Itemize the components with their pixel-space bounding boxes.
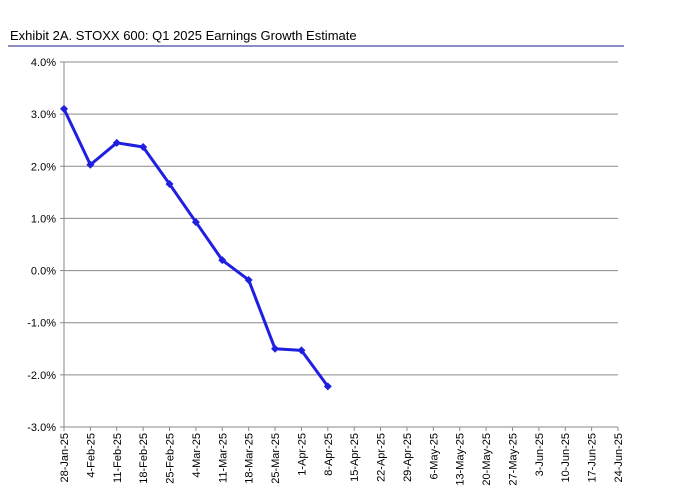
x-tick-label: 20-May-25 <box>481 433 493 486</box>
x-tick-label: 24-Jun-25 <box>613 433 625 483</box>
x-tick-label: 4-Feb-25 <box>85 433 97 478</box>
x-tick-label: 3-Jun-25 <box>534 433 546 476</box>
x-tick-label: 25-Feb-25 <box>165 433 177 484</box>
y-tick-label: -1.0% <box>27 318 56 330</box>
y-tick-label: 0.0% <box>31 266 56 278</box>
point-marker <box>191 218 200 227</box>
point-marker <box>86 160 95 169</box>
x-tick-label: 6-May-25 <box>428 433 440 479</box>
series-line <box>62 108 330 388</box>
point-marker <box>297 346 306 355</box>
x-tick-label: 17-Jun-25 <box>587 433 599 483</box>
x-tick-label: 27-May-25 <box>507 433 519 486</box>
x-tick-label: 18-Mar-25 <box>244 433 256 484</box>
point-marker <box>323 382 332 391</box>
point-marker <box>60 104 68 113</box>
point-marker <box>218 256 227 265</box>
point-marker <box>112 138 121 147</box>
y-tick-label: 1.0% <box>31 213 56 225</box>
x-tick-label: 29-Apr-25 <box>402 433 414 482</box>
x-tick-label: 10-Jun-25 <box>560 433 572 483</box>
x-tick-label: 1-Apr-25 <box>296 433 308 476</box>
x-tick-label: 18-Feb-25 <box>138 433 150 484</box>
y-tick-label: 2.0% <box>31 161 56 173</box>
x-tick-label: 4-Mar-25 <box>191 433 203 478</box>
y-tick-label: -2.0% <box>27 370 56 382</box>
x-tick-label: 28-Jan-25 <box>59 433 71 483</box>
y-tick-label: 4.0% <box>31 57 56 69</box>
x-tick-label: 11-Feb-25 <box>112 433 124 483</box>
x-tick-label: 15-Apr-25 <box>349 433 361 482</box>
x-tick-label: 13-May-25 <box>455 433 467 486</box>
x-tick-label: 22-Apr-25 <box>376 433 388 482</box>
y-tick-label: -3.0% <box>27 422 56 434</box>
point-marker <box>139 142 148 151</box>
y-tick-label: 3.0% <box>31 109 56 121</box>
chart-title: Exhibit 2A. STOXX 600: Q1 2025 Earnings … <box>10 28 357 43</box>
x-tick-label: 8-Apr-25 <box>323 433 335 476</box>
point-marker <box>165 180 174 189</box>
x-tick-label: 25-Mar-25 <box>270 433 282 484</box>
x-tick-label: 11-Mar-25 <box>217 433 229 483</box>
point-marker <box>244 275 253 284</box>
point-marker <box>271 344 280 353</box>
